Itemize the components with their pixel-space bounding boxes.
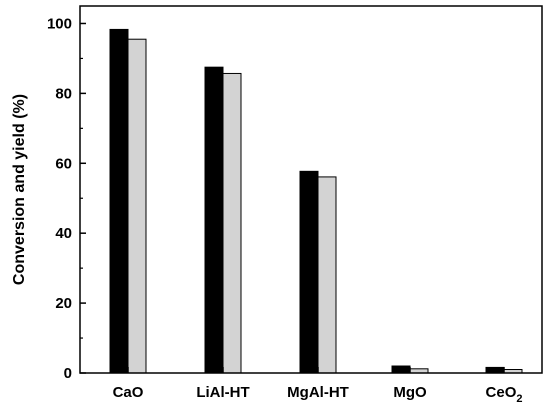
x-tick-label-subscript: 2 xyxy=(516,393,522,405)
x-axis-ticks: CaO LiAl-HT MgAl-HT MgO CeO2 xyxy=(113,367,523,405)
plot-frame xyxy=(79,5,543,374)
y-tick-label: 100 xyxy=(47,15,72,32)
bar-lial-ht-series-1 xyxy=(204,66,224,374)
x-tick-label: MgAl-HT xyxy=(287,384,349,401)
x-tick-label: MgO xyxy=(393,384,427,401)
y-tick-label: 60 xyxy=(55,155,72,172)
x-tick-label-main: CeO xyxy=(486,384,517,401)
bar-ceo-series-1 xyxy=(485,366,505,374)
x-tick-label-main: MgAl-HT xyxy=(287,384,349,401)
bar-lial-ht-series-2 xyxy=(222,72,242,374)
bar-cao-series-1 xyxy=(109,28,129,374)
x-tick-label: CeO2 xyxy=(486,384,523,405)
x-tick-label: LiAl-HT xyxy=(196,384,249,401)
y-axis-label: Conversion and yield (%) xyxy=(11,94,28,285)
x-tick-label-main: MgO xyxy=(393,384,427,401)
y-tick-label: 0 xyxy=(64,365,72,382)
bar-mgal-ht-series-1 xyxy=(299,170,319,374)
x-tick-label-main: LiAl-HT xyxy=(196,384,249,401)
x-tick-label: CaO xyxy=(113,384,144,401)
y-tick-label: 40 xyxy=(55,225,72,242)
bar-mgo-series-1 xyxy=(391,365,411,374)
y-tick-label: 80 xyxy=(55,85,72,102)
y-axis-ticks: 0 20 40 60 80 100 xyxy=(47,15,86,382)
bar-cao-series-2 xyxy=(127,38,147,374)
x-tick-label-main: CaO xyxy=(113,384,144,401)
bars-group xyxy=(109,28,523,374)
bar-mgal-ht-series-2 xyxy=(317,176,337,374)
y-tick-label: 20 xyxy=(55,295,72,312)
